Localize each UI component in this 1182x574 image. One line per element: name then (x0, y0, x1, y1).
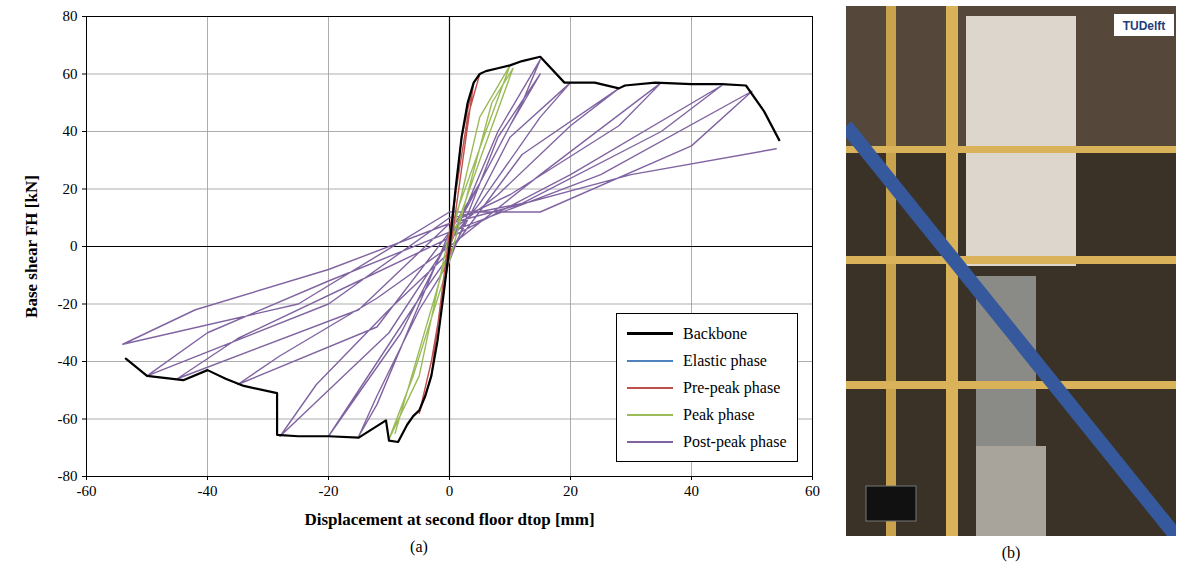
svg-text:0: 0 (70, 238, 78, 254)
svg-text:-20: -20 (319, 483, 339, 499)
svg-text:-40: -40 (58, 353, 78, 369)
html-text:(b): (b) (1001, 544, 1021, 561)
html-text:Pre-peak phase: Pre-peak phase (683, 378, 781, 396)
html-text:Peak phase: Peak phase (683, 405, 755, 423)
svg-text:-60: -60 (58, 411, 78, 427)
svg-text:60: 60 (63, 66, 78, 82)
html-text:Post-peak phase: Post-peak phase (683, 432, 787, 450)
svg-text:80: 80 (63, 8, 78, 24)
svg-text:-40: -40 (198, 483, 218, 499)
svg-text:0: 0 (446, 483, 454, 499)
html-text:Elastic phase: Elastic phase (683, 351, 767, 369)
svg-text:Displacement at second floor d: Displacement at second floor dtop [mm] (304, 510, 594, 529)
svg-text:20: 20 (563, 483, 578, 499)
svg-text:40: 40 (63, 123, 78, 139)
svg-text:-60: -60 (77, 483, 97, 499)
svg-text:Base shear FH [kN]: Base shear FH [kN] (22, 175, 41, 318)
svg-text:40: 40 (684, 483, 699, 499)
svg-text:20: 20 (63, 181, 78, 197)
svg-text:TUDelft: TUDelft (1123, 19, 1166, 33)
html-text:(a): (a) (410, 538, 428, 555)
html-text:Backbone: Backbone (683, 324, 747, 342)
svg-text:-80: -80 (58, 468, 78, 484)
svg-text:60: 60 (805, 483, 820, 499)
svg-text:-20: -20 (58, 296, 78, 312)
